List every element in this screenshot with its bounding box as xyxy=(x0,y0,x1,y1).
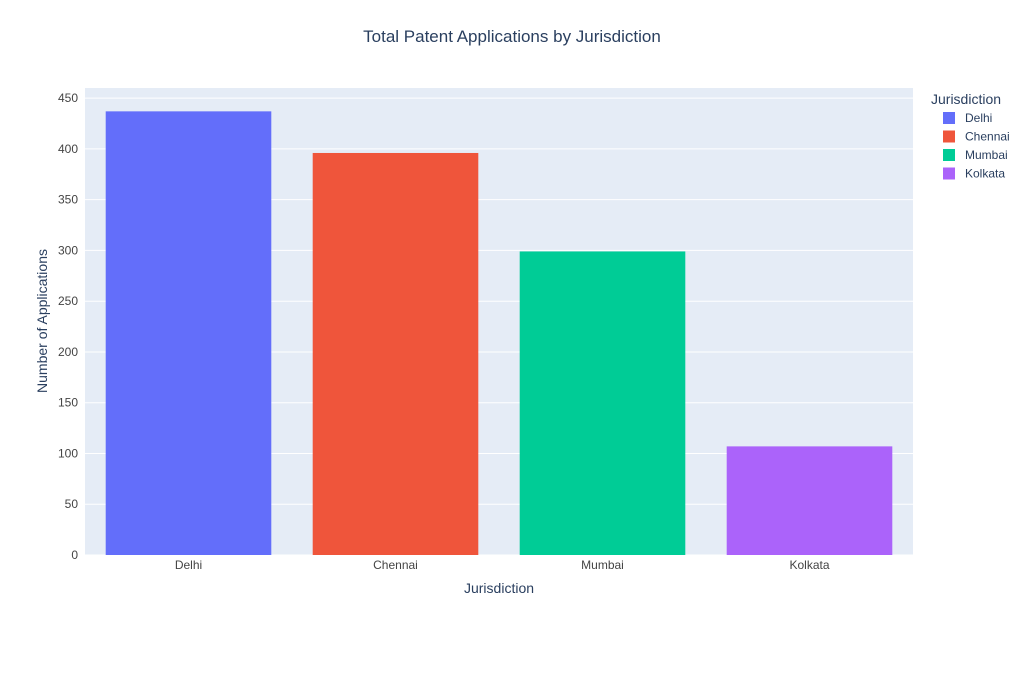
bar-chennai[interactable] xyxy=(312,152,479,555)
y-tick-label: 300 xyxy=(58,243,78,257)
legend-item-delhi[interactable]: Delhi xyxy=(943,111,992,125)
y-tick-label: 350 xyxy=(58,193,78,207)
x-tick-label: Chennai xyxy=(373,558,418,572)
legend-label: Delhi xyxy=(965,111,992,125)
bar-mumbai[interactable] xyxy=(519,251,686,555)
y-axis-title: Number of Applications xyxy=(34,249,50,393)
legend-items: Delhi Chennai Mumbai Kolkata xyxy=(943,111,1010,181)
x-tick-label: Mumbai xyxy=(581,558,624,572)
x-axis-ticks: Delhi Chennai Mumbai Kolkata xyxy=(175,558,830,572)
legend-item-kolkata[interactable]: Kolkata xyxy=(943,167,1005,181)
legend-item-chennai[interactable]: Chennai xyxy=(943,130,1010,144)
y-tick-label: 200 xyxy=(58,345,78,359)
legend-swatch xyxy=(943,149,955,161)
x-tick-label: Delhi xyxy=(175,558,202,572)
legend-label: Kolkata xyxy=(965,167,1005,181)
y-tick-label: 250 xyxy=(58,294,78,308)
y-tick-label: 50 xyxy=(65,497,79,511)
legend-swatch xyxy=(943,112,955,124)
y-tick-label: 450 xyxy=(58,91,78,105)
y-axis-ticks: 0 50 100 150 200 250 300 350 400 450 xyxy=(58,91,78,562)
y-tick-label: 400 xyxy=(58,142,78,156)
legend-title: Jurisdiction xyxy=(931,91,1001,107)
legend-item-mumbai[interactable]: Mumbai xyxy=(943,148,1008,162)
y-tick-label: 100 xyxy=(58,446,78,460)
bars xyxy=(105,111,893,555)
legend-swatch xyxy=(943,167,955,180)
legend-label: Chennai xyxy=(965,130,1010,144)
x-tick-label: Kolkata xyxy=(789,558,829,572)
chart-title: Total Patent Applications by Jurisdictio… xyxy=(363,27,661,46)
y-tick-label: 150 xyxy=(58,396,78,410)
bar-kolkata[interactable] xyxy=(726,446,893,555)
legend: Jurisdiction Delhi Chennai Mumbai Kolkata xyxy=(931,91,1010,181)
legend-swatch xyxy=(943,130,955,143)
bar-delhi[interactable] xyxy=(105,111,272,555)
legend-label: Mumbai xyxy=(965,148,1008,162)
y-tick-label: 0 xyxy=(71,548,78,562)
x-axis-title: Jurisdiction xyxy=(464,580,534,596)
